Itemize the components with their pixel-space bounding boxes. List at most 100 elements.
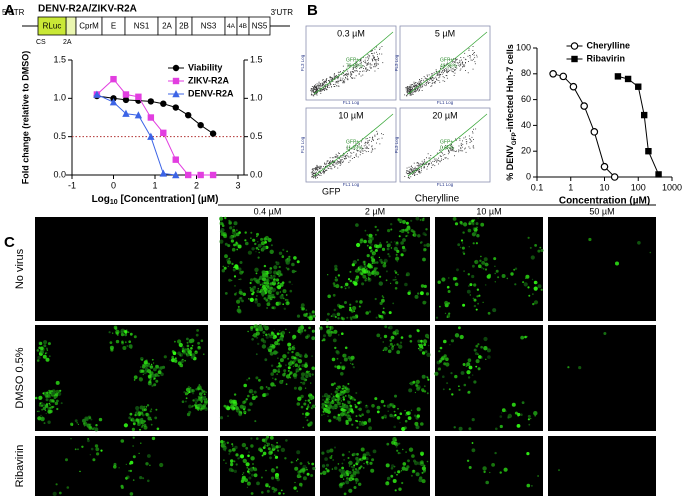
cell-signal [258,249,259,250]
event-dot [420,164,421,165]
cell-signal [332,468,333,469]
event-dot [374,135,375,136]
cell-signal [347,412,349,414]
cell-signal [95,447,99,451]
event-dot [444,81,445,82]
event-dot [333,164,334,165]
event-dot [368,59,369,60]
event-dot [364,145,365,146]
event-dot [441,72,442,73]
event-dot [442,153,443,154]
cell-signal [130,413,133,416]
cell-signal [385,481,389,485]
cell-signal [134,414,136,416]
cell-signal [287,268,290,271]
cell-signal [188,405,192,409]
marker [550,71,556,77]
event-dot [436,161,437,162]
event-dot [378,60,379,61]
cell-signal [348,286,350,288]
event-dot [324,173,325,174]
event-dot [314,92,315,93]
cell-signal [368,426,372,430]
cell-signal [396,254,398,256]
cell-signal [150,410,152,412]
event-dot [323,171,324,172]
event-dot [459,146,460,147]
event-dot [335,76,336,77]
event-dot [441,160,442,161]
cell-signal [268,238,272,242]
event-dot [424,85,425,86]
cell-signal [269,287,272,290]
cell-signal [260,238,263,241]
cell-signal [309,393,311,395]
cell-signal [340,408,343,411]
cell-signal [426,292,429,295]
event-dot [377,63,378,64]
y-tick-label: 0.0 [53,169,66,179]
cell-signal [384,335,387,338]
cell-signal [442,375,445,378]
cell-signal [53,492,57,496]
cell-signal [263,452,267,456]
event-dot [329,87,330,88]
event-dot [409,89,410,90]
event-dot [413,169,414,170]
cell-signal [368,277,369,278]
cell-signal [441,277,445,281]
cell-signal [374,275,376,277]
cell-signal [483,337,487,341]
cell-signal [267,490,270,493]
cell-signal [44,422,46,424]
series-line [618,76,659,174]
event-dot [428,82,429,83]
cell-signal [483,346,487,350]
x-tick-label: 3 [235,180,240,190]
event-dot [326,78,327,79]
cell-signal [483,471,485,473]
event-dot [460,69,461,70]
cell-signal [280,332,283,335]
event-dot [438,77,439,78]
flow-conc: 20 µM [432,110,457,120]
segment-label: E [111,22,116,31]
event-dot [422,90,423,91]
cell-signal [420,219,421,220]
cell-signal [468,273,470,275]
cell-signal [268,486,270,488]
event-dot [417,90,418,91]
cell-signal [488,312,491,315]
cell-signal [49,399,53,403]
event-dot [463,57,464,58]
cell-signal [240,454,244,458]
cell-signal [330,326,334,330]
marker [635,84,641,90]
cell-signal [457,243,460,246]
cell-signal [402,246,405,249]
event-dot [317,169,318,170]
cell-signal [332,358,336,362]
cell-signal [234,285,235,286]
cell-signal [513,269,515,271]
event-dot [373,66,374,67]
cell-signal [468,223,471,226]
event-dot [470,57,471,58]
cell-signal [427,379,429,381]
event-dot [466,139,467,140]
event-dot [337,155,338,156]
cell-signal [364,263,366,265]
cell-signal [473,380,476,383]
micrograph [548,217,656,321]
cell-signal [343,306,344,307]
event-dot [351,74,352,75]
cell-signal [410,220,412,222]
event-dot [434,161,435,162]
y-tick-label: 1.5 [53,54,66,64]
event-dot [419,164,420,165]
event-dot [366,70,367,71]
cell-signal [227,260,231,264]
cell-signal [288,347,292,351]
event-dot [436,69,437,70]
cell-signal [147,480,150,483]
